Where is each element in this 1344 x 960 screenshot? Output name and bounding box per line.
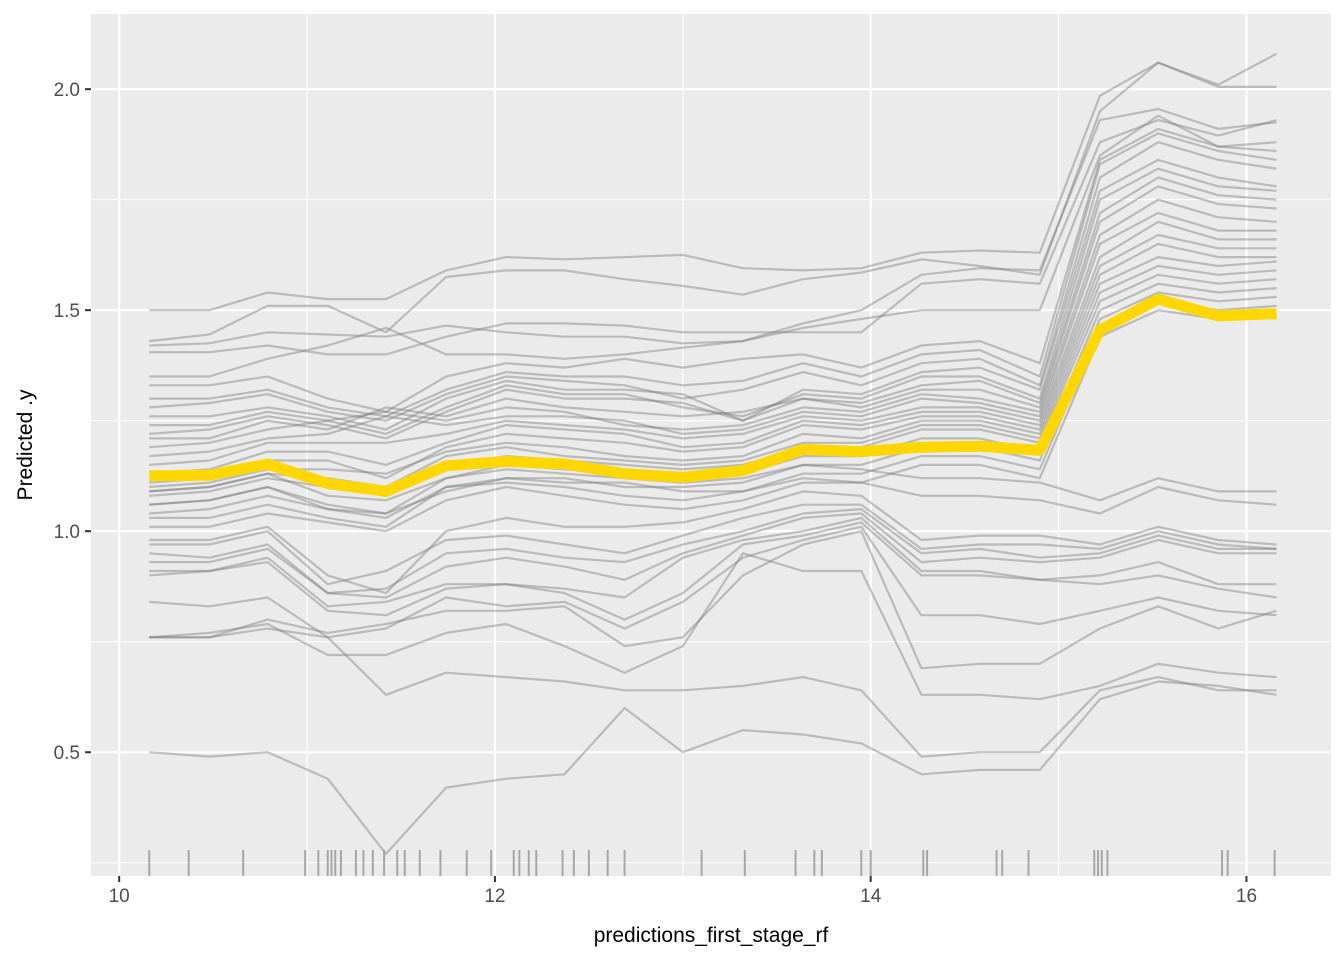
- pdp-layer: [149, 293, 1277, 497]
- ice-line: [149, 516, 1277, 608]
- ice-line: [149, 512, 1277, 599]
- ice-line: [149, 107, 1277, 347]
- x-tick-label: 14: [860, 886, 882, 907]
- pdp-line: [149, 293, 1277, 497]
- ice-line: [149, 256, 1277, 489]
- ice-line: [149, 627, 1277, 758]
- y-tick-label: 0.5: [54, 743, 80, 764]
- ice-line: [149, 220, 1277, 466]
- x-axis: 10 12 14 16: [109, 876, 1257, 907]
- y-axis-title: Predicted .y: [14, 389, 37, 500]
- ice-line: [149, 477, 1277, 520]
- rug: [148, 850, 1276, 876]
- ice-line: [149, 158, 1277, 431]
- ice-line: [149, 508, 1277, 595]
- ice-line: [149, 185, 1277, 440]
- x-tick-label: 16: [1236, 886, 1257, 907]
- ice-line: [149, 525, 1277, 639]
- ice-line: [149, 127, 1277, 413]
- ice-line: [149, 521, 1277, 621]
- ice-line: [149, 530, 1277, 670]
- ice-line: [149, 118, 1277, 356]
- plot-panel: [91, 14, 1331, 876]
- ice-line: [149, 132, 1277, 418]
- ice-line: [149, 211, 1277, 458]
- x-tick-label: 10: [109, 886, 130, 907]
- y-axis: 0.5 1.0 1.5 2.0: [54, 80, 91, 764]
- ice-line: [149, 233, 1277, 475]
- ice-line: [149, 680, 1277, 856]
- y-tick-label: 1.0: [54, 522, 80, 543]
- ice-line: [149, 52, 1278, 312]
- ice-line: [149, 463, 1277, 502]
- ice-line: [149, 176, 1277, 440]
- y-tick-label: 2.0: [54, 80, 80, 101]
- ice-line: [149, 141, 1277, 422]
- ice-line: [149, 167, 1277, 435]
- ice-line: [149, 242, 1277, 484]
- ice-line: [149, 490, 1277, 595]
- grid-major: [91, 14, 1331, 876]
- ice-line: [149, 198, 1277, 449]
- ice-line: [149, 61, 1277, 343]
- ice-line: [149, 503, 1277, 586]
- x-tick-label: 12: [484, 886, 505, 907]
- x-axis-title: predictions_first_stage_rf: [594, 924, 829, 947]
- ice-line: [149, 114, 1277, 378]
- ice-line: [149, 552, 1277, 701]
- ice-lines: [149, 52, 1278, 856]
- y-tick-label: 1.5: [54, 301, 80, 322]
